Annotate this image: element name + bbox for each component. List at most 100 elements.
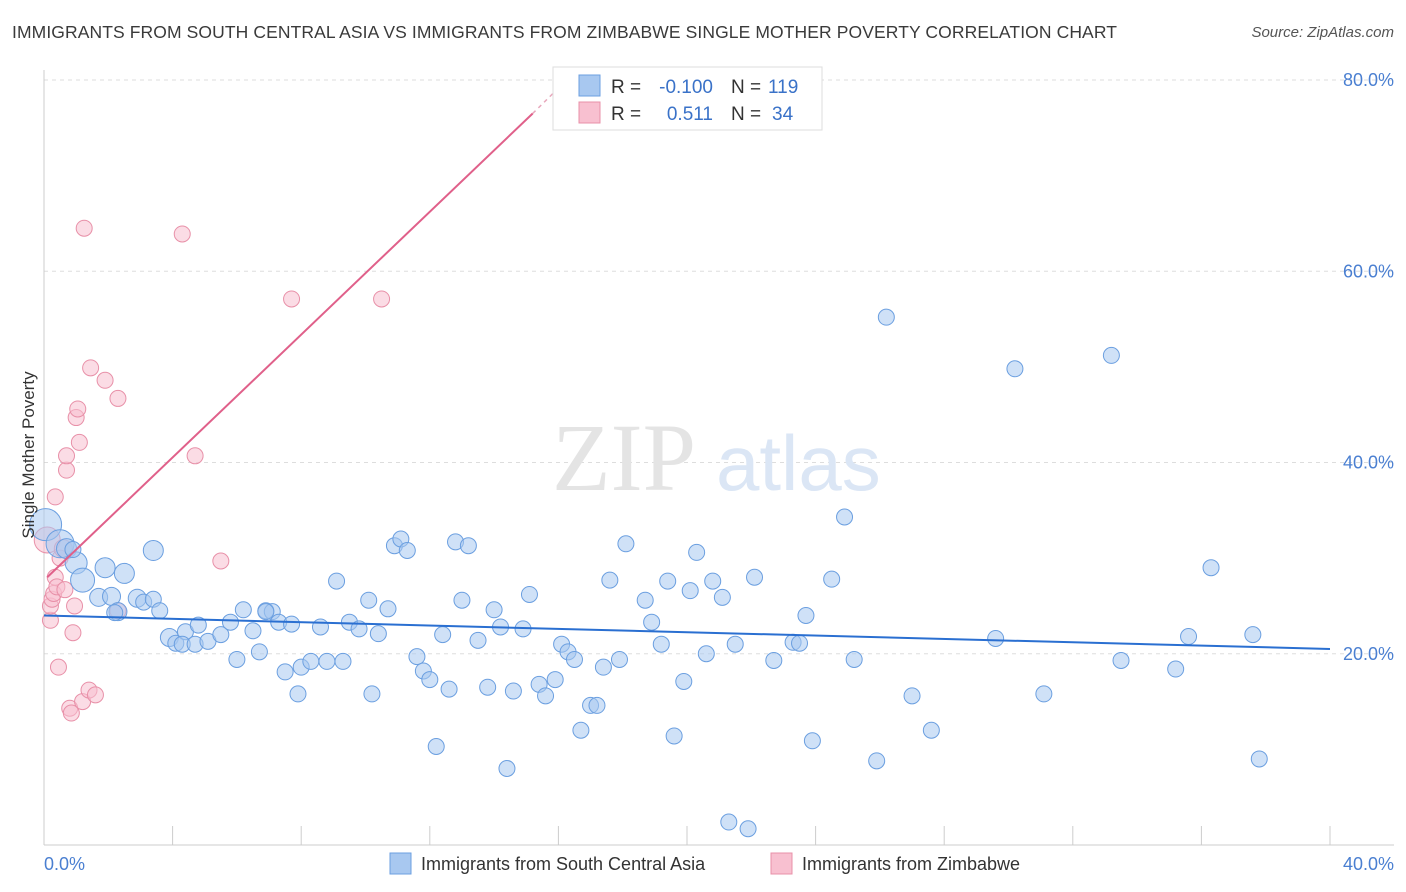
y-axis-title: Single Mother Poverty	[19, 371, 38, 539]
stats-legend-n-value-zimbabwe: 34	[772, 104, 794, 125]
south-central-asia-points	[29, 308, 1268, 838]
point-asia-118	[64, 541, 82, 559]
stats-legend-n-value-asia: 119	[768, 77, 798, 98]
point-asia-40	[350, 620, 368, 638]
x-ticks	[43, 826, 1331, 845]
point-asia-41	[360, 591, 378, 609]
point-asia-98	[803, 732, 821, 750]
y-tick-labels: 20.0% 40.0% 60.0% 80.0%	[1343, 70, 1394, 664]
point-asia-52	[427, 738, 445, 756]
point-asia-54	[440, 680, 458, 698]
point-asia-38	[334, 652, 352, 670]
watermark: ZIP atlas	[552, 404, 881, 511]
y-tick-label-20: 20.0%	[1343, 644, 1394, 664]
point-zimbabwe-20	[70, 433, 88, 451]
point-asia-56	[453, 591, 471, 609]
point-asia-92	[739, 820, 757, 838]
y-tick-label-60: 60.0%	[1343, 261, 1394, 281]
point-asia-109	[1102, 346, 1120, 364]
point-asia-77	[610, 650, 628, 668]
point-asia-34	[302, 652, 320, 670]
point-asia-110	[1112, 651, 1130, 669]
point-asia-63	[504, 682, 522, 700]
point-asia-105	[922, 721, 940, 739]
point-asia-42	[369, 625, 387, 643]
stats-legend-swatch-zimbabwe	[578, 101, 601, 124]
point-asia-4	[70, 567, 96, 593]
stats-legend-r-value-asia: -0.100	[659, 77, 713, 98]
point-asia-88	[704, 572, 722, 590]
point-asia-99	[823, 570, 841, 588]
point-asia-44	[289, 685, 307, 703]
watermark-atlas: atlas	[716, 419, 881, 507]
point-asia-101	[845, 650, 863, 668]
point-asia-5	[94, 557, 116, 579]
point-asia-13	[151, 602, 169, 620]
point-asia-27	[228, 650, 246, 668]
point-zimbabwe-26	[96, 371, 114, 389]
point-asia-115	[1250, 750, 1268, 768]
point-asia-104	[903, 687, 921, 705]
series-legend-swatch-asia	[389, 852, 412, 875]
point-zimbabwe-13	[58, 447, 76, 465]
point-asia-87	[697, 645, 715, 663]
point-asia-74	[588, 696, 606, 714]
point-asia-97	[797, 607, 815, 624]
point-zimbabwe-19	[69, 400, 87, 418]
point-zimbabwe-22	[75, 219, 93, 237]
point-asia-67	[537, 687, 555, 705]
point-asia-24	[234, 601, 252, 619]
series-legend-label-zimbabwe: Immigrants from Zimbabwe	[802, 854, 1020, 874]
stats-legend-n-label-asia: N =	[731, 77, 761, 98]
point-asia-51	[421, 671, 439, 689]
point-asia-62	[498, 760, 516, 777]
point-asia-81	[652, 635, 670, 653]
point-asia-59	[479, 678, 497, 696]
point-asia-48	[398, 541, 416, 559]
point-asia-85	[681, 582, 699, 600]
point-asia-43	[379, 600, 397, 618]
point-asia-84	[675, 672, 693, 690]
point-asia-65	[520, 585, 538, 603]
axes	[43, 70, 1394, 846]
point-asia-37	[328, 572, 346, 590]
point-asia-86	[688, 543, 706, 561]
point-zimbabwe-12	[58, 461, 76, 479]
chart-title: IMMIGRANTS FROM SOUTH CENTRAL ASIA VS IM…	[12, 22, 1118, 42]
point-asia-19	[189, 616, 207, 634]
point-asia-22	[212, 626, 230, 644]
point-asia-58	[469, 631, 487, 649]
x-tick-label-min: 0.0%	[44, 854, 85, 874]
point-asia-102	[868, 752, 886, 770]
y-tick-label-40: 40.0%	[1343, 453, 1394, 473]
point-asia-49	[408, 648, 426, 666]
series-legend: Immigrants from South Central Asia Immig…	[389, 852, 1020, 875]
point-asia-75	[594, 658, 612, 676]
watermark-zip: ZIP	[552, 404, 696, 511]
point-zimbabwe-15	[62, 704, 80, 722]
point-zimbabwe-17	[66, 597, 84, 615]
point-asia-72	[572, 721, 590, 739]
trend-line-zimbabwe	[46, 112, 534, 578]
point-asia-23	[221, 613, 239, 631]
point-asia-94	[765, 651, 783, 669]
point-asia-117	[257, 603, 275, 621]
gridlines	[44, 79, 1394, 655]
point-asia-78	[617, 535, 635, 553]
point-asia-93	[746, 568, 764, 586]
point-asia-25	[244, 622, 262, 640]
point-zimbabwe-31	[212, 552, 230, 570]
point-asia-90	[720, 813, 738, 831]
point-asia-103	[877, 308, 895, 326]
point-zimbabwe-27	[109, 389, 127, 407]
stats-legend-r-value-zimbabwe: 0.511	[667, 104, 713, 125]
point-asia-57	[459, 537, 477, 555]
point-asia-31	[283, 615, 301, 633]
point-asia-35	[311, 618, 329, 636]
trend-lines	[43, 71, 1331, 650]
point-asia-91	[726, 635, 744, 653]
point-asia-108	[1035, 685, 1053, 703]
point-zimbabwe-16	[64, 624, 82, 642]
series-legend-label-asia: Immigrants from South Central Asia	[421, 854, 706, 874]
